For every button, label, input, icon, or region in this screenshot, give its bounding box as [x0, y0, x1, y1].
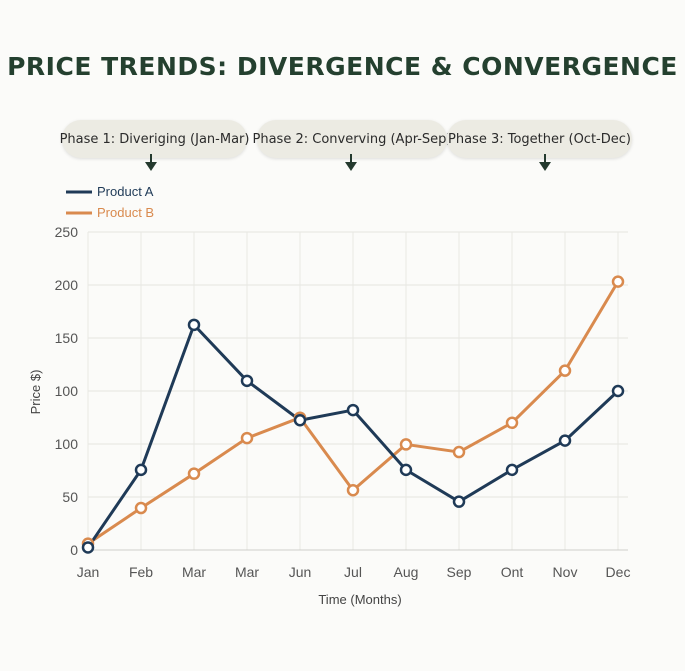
- x-tick-label: Dec: [606, 564, 631, 580]
- y-tick-label: 50: [62, 489, 78, 505]
- x-tick-label: Jan: [77, 564, 100, 580]
- series-lines: [81, 275, 625, 554]
- data-point-product-b: [187, 467, 201, 480]
- legend-label: Product B: [97, 205, 154, 220]
- data-point-product-b: [346, 483, 360, 497]
- y-tick-label: 250: [55, 224, 79, 240]
- x-tick-label: Feb: [129, 564, 153, 580]
- x-tick-label: Jun: [289, 564, 312, 580]
- data-point-product-b: [399, 438, 413, 451]
- phase-2-arrow-icon: [345, 154, 357, 171]
- data-point-product-a: [505, 463, 519, 477]
- data-point-product-b: [452, 445, 466, 459]
- data-point-product-a: [611, 384, 625, 398]
- data-point-product-a: [399, 463, 413, 477]
- y-tick-label: 200: [55, 277, 79, 293]
- data-point-product-a: [558, 434, 572, 447]
- y-tick-label: 150: [55, 330, 79, 346]
- data-point-product-a: [240, 374, 254, 388]
- x-tick-label: Aug: [394, 564, 419, 580]
- data-point-product-b: [134, 501, 148, 515]
- data-point-product-a: [293, 414, 307, 427]
- y-axis-label: Price $): [28, 370, 43, 415]
- data-point-product-a: [187, 318, 201, 332]
- data-point-product-b: [505, 416, 519, 430]
- data-point-product-b: [240, 431, 254, 445]
- x-tick-label: Mar: [182, 564, 206, 580]
- y-tick-label: 0: [70, 542, 78, 558]
- data-point-product-a: [346, 403, 360, 417]
- y-tick-label: 100: [55, 436, 79, 452]
- y-tick-label: 100: [55, 383, 79, 399]
- phase-3-label: Phase 3: Together (Oct-Dec): [447, 120, 632, 158]
- phase-2-label: Phase 2: Converving (Apr-Sep): [253, 120, 451, 158]
- x-tick-label: Mar: [235, 564, 259, 580]
- x-tick-label: Ont: [501, 564, 524, 580]
- data-point-product-a: [452, 495, 466, 508]
- data-point-product-a: [134, 463, 148, 477]
- phase-3-arrow-icon: [539, 154, 551, 171]
- data-point-product-b: [558, 364, 572, 377]
- grid: [87, 231, 628, 551]
- chart-title: PRICE TRENDS: DIVERGENCE & CONVERGENCE: [7, 52, 678, 81]
- x-axis-ticks: Jan Feb Mar Mar Jun Jul Aug Sep Ont Nov Dec: [77, 564, 631, 580]
- legend-label: Product A: [97, 184, 154, 199]
- x-tick-label: Jul: [344, 564, 362, 580]
- data-point-product-b: [611, 275, 625, 288]
- x-tick-label: Sep: [447, 564, 472, 580]
- data-point-product-a: [81, 541, 95, 554]
- phase-1-arrow-icon: [145, 154, 157, 171]
- x-tick-label: Nov: [553, 564, 578, 580]
- legend: Product A Product B: [66, 184, 154, 220]
- x-axis-label: Time (Months): [318, 592, 401, 607]
- y-axis-ticks: 0 50 100 100 150 200 250: [55, 224, 79, 558]
- phase-1-label: Phase 1: Diveriging (Jan-Mar): [60, 120, 249, 158]
